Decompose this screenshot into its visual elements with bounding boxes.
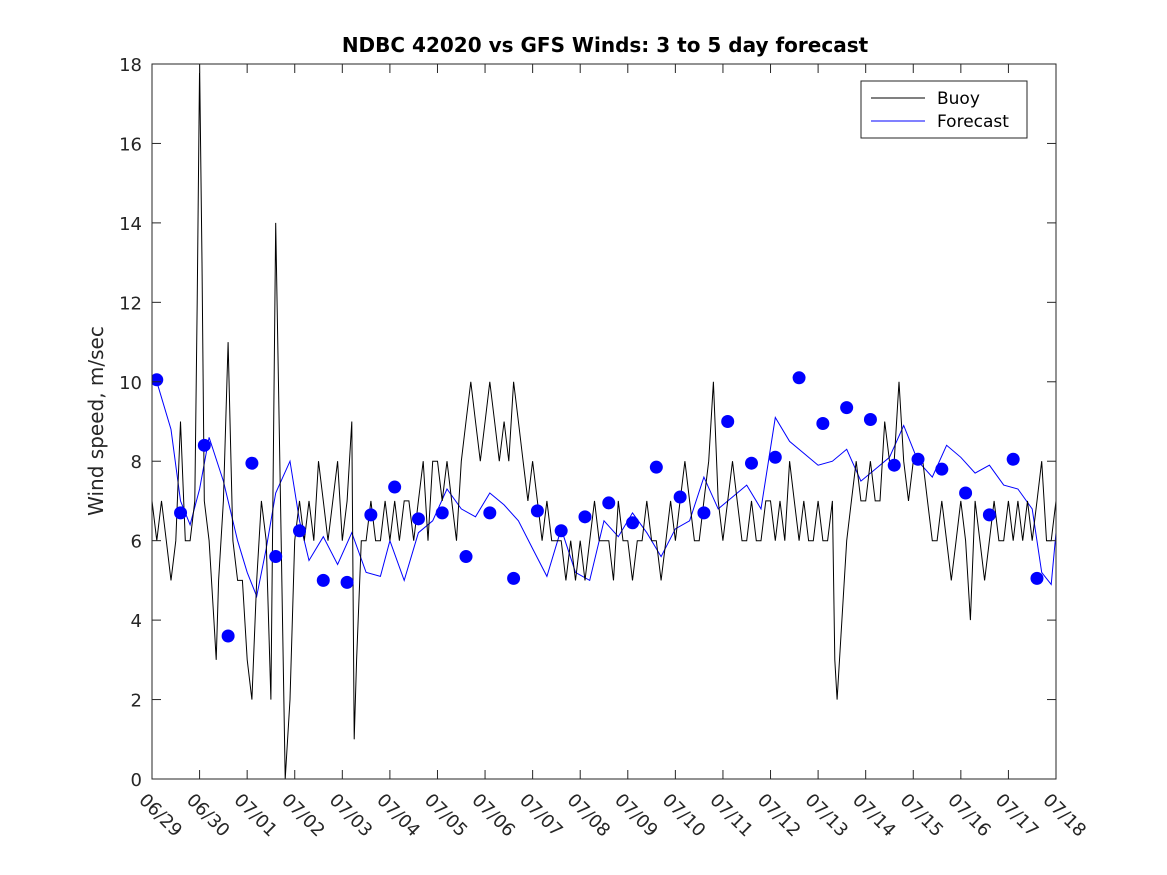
forecast-point [602,496,616,510]
forecast-point [744,456,758,470]
forecast-point [364,508,378,522]
y-tick-label: 14 [119,214,142,235]
y-tick-label: 4 [131,611,142,632]
y-axis-label: Wind speed, m/sec [84,326,108,516]
y-tick-label: 16 [119,134,142,155]
forecast-point [340,575,354,589]
forecast-point [911,452,925,466]
forecast-point [174,506,188,520]
chart-title: NDBC 42020 vs GFS Winds: 3 to 5 day fore… [342,33,869,57]
forecast-point [435,506,449,520]
forecast-point [840,401,854,415]
forecast-point [1006,452,1020,466]
forecast-point [697,506,711,520]
forecast-point [269,550,283,564]
forecast-point [721,415,735,428]
plot-area [152,64,1056,779]
forecast-point [152,373,164,387]
forecast-point [673,490,687,504]
buoy-line [152,64,1056,779]
forecast-point [507,571,521,585]
forecast-point [816,416,830,430]
legend-buoy-label: Buoy [937,89,980,109]
forecast-point [459,550,473,564]
legend: Buoy Forecast [860,80,1028,139]
y-tick-label: 18 [119,55,142,76]
y-tick-label: 10 [119,373,142,394]
forecast-point [316,573,330,587]
forecast-point [935,462,949,476]
y-tick-label: 2 [131,691,142,712]
forecast-point [1030,571,1044,585]
forecast-point [530,504,544,518]
forecast-point [792,371,806,385]
forecast-point [649,460,663,474]
forecast-point [292,524,306,538]
y-tick-label: 8 [131,452,142,473]
forecast-point [578,510,592,524]
forecast-point [411,512,425,526]
y-tick-label: 6 [131,532,142,553]
forecast-point [887,458,901,472]
forecast-point [221,629,235,643]
forecast-point [982,508,996,522]
legend-box [860,80,1028,139]
legend-forecast-label: Forecast [937,112,1009,132]
forecast-point [626,516,640,530]
y-tick-label: 0 [131,770,142,791]
forecast-point [197,438,211,452]
forecast-point [959,486,973,500]
forecast-point [554,524,568,538]
forecast-point [863,413,877,427]
forecast-point [483,506,497,520]
forecast-point [388,480,402,494]
y-tick-label: 12 [119,293,142,314]
axes-box [151,63,1057,780]
forecast-point [768,450,782,464]
forecast-point [245,456,259,470]
